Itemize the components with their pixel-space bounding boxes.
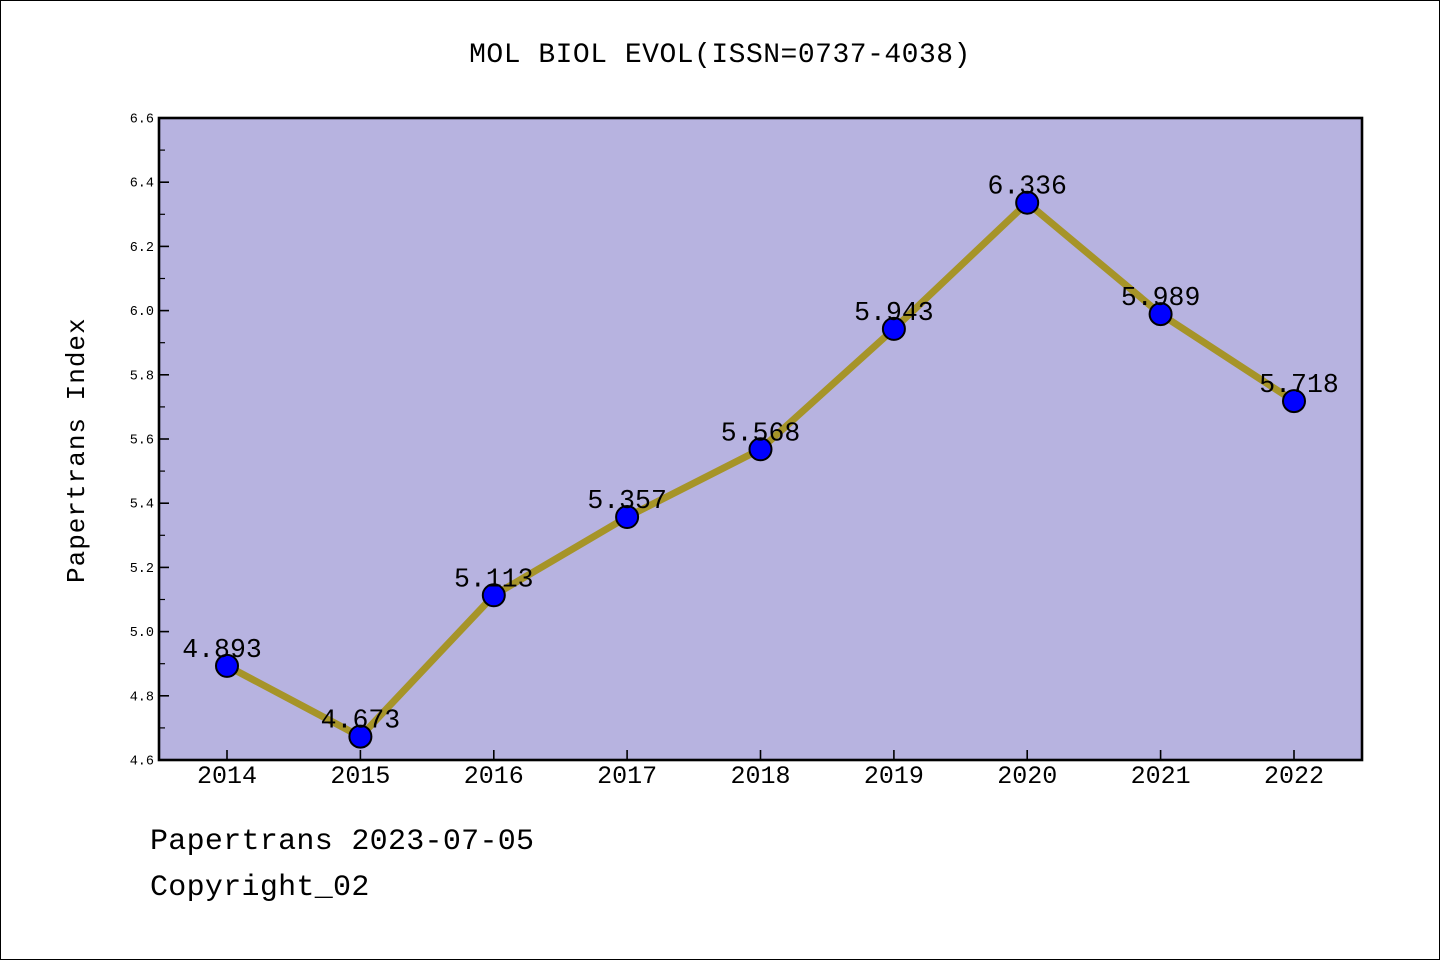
svg-text:2021: 2021 [1131, 762, 1191, 791]
svg-text:2014: 2014 [197, 762, 257, 791]
svg-text:5.568: 5.568 [721, 418, 801, 448]
svg-text:4.893: 4.893 [182, 635, 262, 665]
svg-text:5.357: 5.357 [587, 486, 667, 516]
svg-text:2018: 2018 [730, 762, 790, 791]
svg-text:4.6: 4.6 [130, 755, 154, 770]
svg-text:2015: 2015 [330, 762, 390, 791]
svg-text:5.2: 5.2 [130, 562, 154, 577]
svg-text:5.6: 5.6 [130, 434, 154, 449]
svg-text:2016: 2016 [464, 762, 524, 791]
svg-text:5.718: 5.718 [1259, 370, 1339, 400]
svg-text:6.2: 6.2 [130, 241, 154, 256]
svg-text:2017: 2017 [597, 762, 657, 791]
svg-text:2020: 2020 [997, 762, 1057, 791]
svg-text:5.8: 5.8 [130, 369, 154, 384]
svg-text:6.6: 6.6 [130, 113, 154, 128]
svg-text:4.8: 4.8 [130, 690, 154, 705]
svg-text:2019: 2019 [864, 762, 924, 791]
svg-text:5.113: 5.113 [454, 564, 534, 594]
svg-text:4.673: 4.673 [321, 706, 401, 736]
svg-text:6.336: 6.336 [987, 172, 1067, 202]
svg-text:5.989: 5.989 [1121, 283, 1201, 313]
svg-text:6.4: 6.4 [130, 177, 154, 192]
svg-text:5.943: 5.943 [854, 298, 934, 328]
svg-text:2022: 2022 [1264, 762, 1324, 791]
svg-text:6.0: 6.0 [130, 305, 154, 320]
svg-text:5.4: 5.4 [130, 498, 154, 513]
svg-text:5.0: 5.0 [130, 626, 154, 641]
